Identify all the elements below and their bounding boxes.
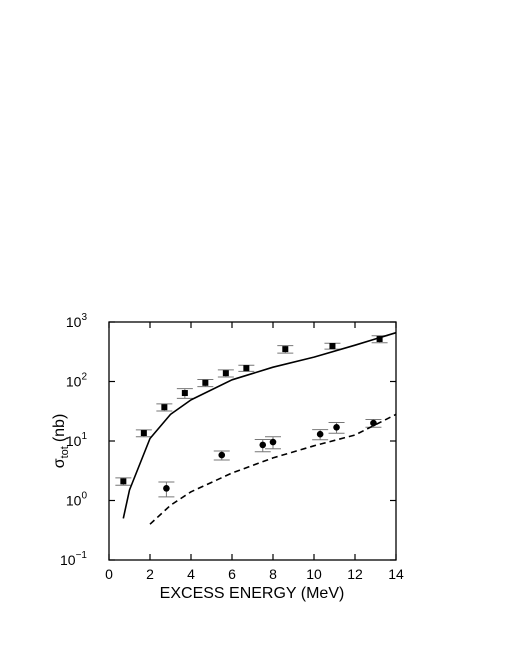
point (329, 343, 336, 350)
y-tick-base: 10 (66, 314, 82, 330)
y-tick-label: 10−1 (60, 550, 87, 568)
x-tick-label: 4 (187, 566, 195, 582)
point (202, 379, 209, 386)
y-tick-base: 10 (66, 433, 82, 449)
x-tick-label: 14 (388, 566, 404, 582)
x-axis-label: EXCESS ENERGY (MeV) (160, 585, 345, 602)
point (259, 441, 267, 449)
y-axis-label: σtot (nb) (51, 414, 71, 469)
y-tick-label: 101 (66, 431, 88, 449)
point (269, 438, 277, 446)
curve (122, 331, 397, 519)
x-tick-label: 6 (228, 566, 236, 582)
y-tick-base: 10 (66, 374, 82, 390)
y-tick-exponent: 2 (81, 372, 87, 383)
y-label-unit: (nb) (51, 414, 68, 442)
y-tick-label: 102 (66, 372, 88, 390)
x-tick-label: 10 (306, 566, 322, 582)
point (243, 365, 250, 372)
y-label-symbol: σ (51, 458, 68, 468)
point (282, 346, 289, 353)
curve (149, 413, 397, 525)
point (181, 390, 188, 397)
point (218, 451, 226, 459)
y-tick-base: 10 (60, 552, 76, 568)
y-tick-base: 10 (66, 493, 82, 509)
y-tick-label: 100 (66, 491, 88, 509)
plot-frame (108, 321, 397, 561)
point (316, 430, 324, 438)
point (120, 478, 127, 485)
point (163, 485, 170, 492)
y-tick-exponent: −1 (76, 550, 88, 561)
x-tick-label: 8 (269, 566, 277, 582)
y-tick-exponent: 0 (81, 491, 87, 502)
x-tick-label: 2 (146, 566, 154, 582)
point (140, 430, 147, 437)
x-tick-label: 0 (105, 566, 113, 582)
point (161, 404, 168, 411)
point (370, 419, 377, 427)
y-tick-label: 103 (66, 312, 88, 330)
point (222, 370, 229, 377)
x-tick-label: 12 (347, 566, 363, 582)
y-tick-exponent: 3 (81, 312, 87, 323)
y-tick-exponent: 1 (81, 431, 87, 442)
point (376, 336, 383, 343)
point (333, 423, 340, 431)
y-label-subscript: tot (59, 446, 71, 458)
